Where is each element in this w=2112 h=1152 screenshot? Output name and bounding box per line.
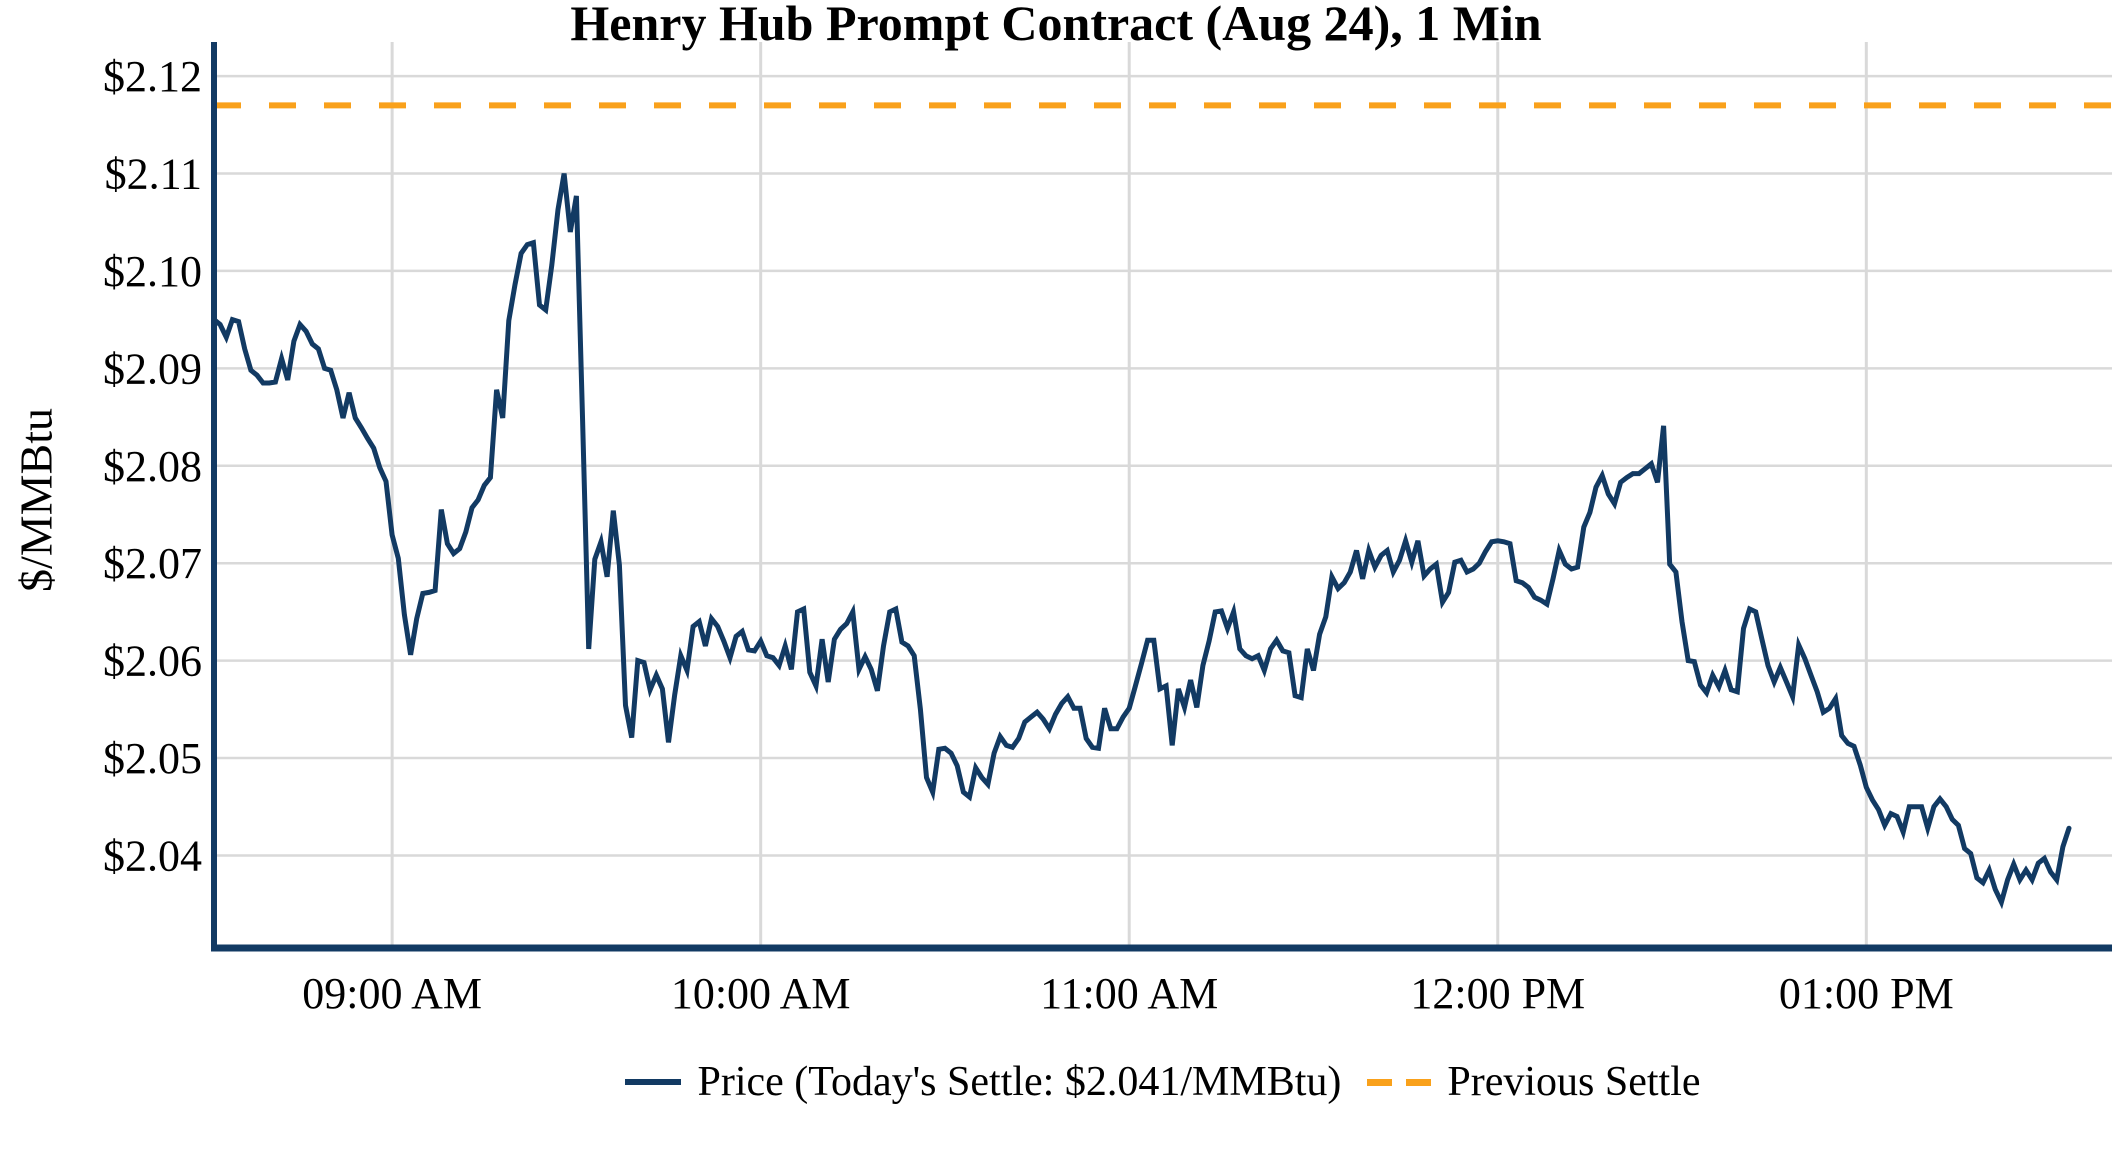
y-tick-label: $2.10 [103, 247, 202, 296]
x-tick-label: 09:00 AM [302, 969, 482, 1018]
chart-legend: Price (Today's Settle: $2.041/MMBtu) Pre… [214, 1058, 2112, 1106]
y-tick-label: $2.12 [103, 52, 202, 101]
y-tick-label: $2.11 [105, 150, 202, 199]
y-tick-label: $2.09 [103, 344, 202, 393]
x-tick-label: 10:00 AM [671, 969, 851, 1018]
price-line-series [211, 173, 2072, 910]
x-tick-label: 01:00 PM [1779, 969, 1954, 1018]
legend-previous-settle-label: Previous Settle [1447, 1059, 1701, 1105]
y-tick-label: $2.04 [103, 831, 202, 880]
previous-settle-dash-sample-icon [1367, 1078, 1432, 1086]
x-tick-label: 11:00 AM [1040, 969, 1218, 1018]
y-tick-label: $2.05 [103, 734, 202, 783]
legend-price-label: Price (Today's Settle: $2.041/MMBtu) [697, 1059, 1342, 1105]
y-tick-label: $2.06 [103, 637, 202, 686]
legend-item-price: Price (Today's Settle: $2.041/MMBtu) [625, 1058, 1341, 1106]
legend-item-previous-settle: Previous Settle [1367, 1058, 1701, 1106]
price-line-sample-icon [625, 1079, 682, 1085]
chart-title: Henry Hub Prompt Contract (Aug 24), 1 Mi… [570, 0, 1542, 51]
y-tick-label: $2.08 [103, 442, 202, 491]
y-tick-label: $2.07 [103, 539, 202, 588]
x-tick-label: 12:00 PM [1410, 969, 1585, 1018]
